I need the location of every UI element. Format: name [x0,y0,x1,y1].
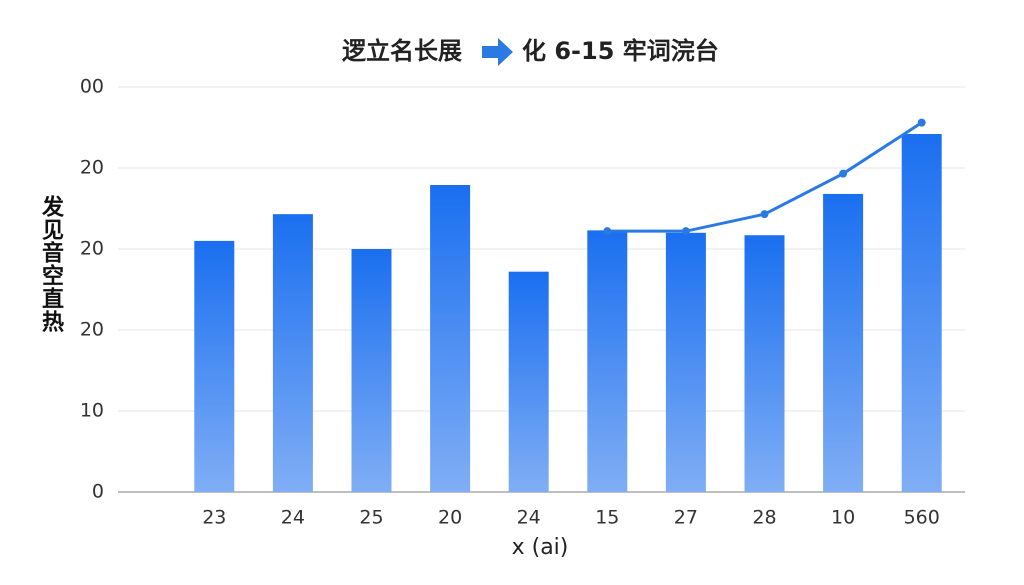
bar [901,133,942,493]
y-axis-label: 发见音空直热 [38,195,63,333]
chart-title: 逻立名长展 [342,37,462,65]
y-tick-label: 00 [80,76,104,98]
y-tick-label: 20 [80,238,104,260]
line-point [681,227,690,236]
bar [430,185,471,492]
x-tick-label: 10 [831,507,855,529]
x-axis-label: x (ai) [512,535,569,560]
x-tick-label: 15 [595,507,619,529]
line-point [760,210,769,219]
line-point [603,227,612,236]
x-tick-label: 28 [752,507,776,529]
bar [744,235,785,493]
bar [194,240,235,492]
y-tick-label: 10 [80,400,104,422]
bar [665,232,706,493]
legend-label: 化 6-15 牢词浣台 [522,37,719,65]
bar [272,214,313,493]
x-tick-label: 27 [674,507,698,529]
bar [823,193,864,493]
line-point [839,169,848,178]
x-tick-label: 560 [904,507,940,529]
bar [587,230,628,492]
bar [351,249,392,492]
y-tick-label: 0 [92,481,104,503]
x-tick-label: 23 [202,507,226,529]
line-point [917,118,926,127]
y-tick-label: 20 [80,319,104,341]
y-tick-label: 20 [80,157,104,179]
legend-arrow [482,38,513,66]
x-tick-label: 24 [517,507,541,529]
x-tick-label: 24 [281,507,305,529]
x-tick-label: 25 [359,507,383,529]
bar [508,271,549,492]
x-tick-label: 20 [438,507,462,529]
